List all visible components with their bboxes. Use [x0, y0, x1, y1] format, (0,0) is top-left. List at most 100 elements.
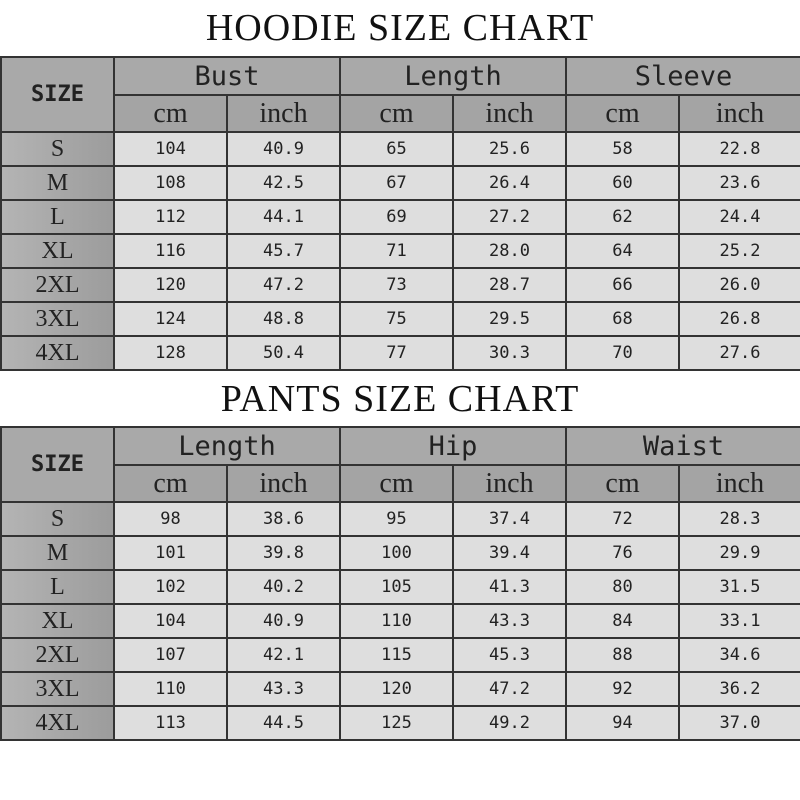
- measurement-value: 37.0: [678, 705, 800, 741]
- measurement-value: 36.2: [678, 671, 800, 707]
- size-label: L: [0, 569, 115, 605]
- measurement-value: 60: [565, 165, 681, 201]
- measurement-value: 101: [113, 535, 228, 571]
- measurement-value: 29.5: [451, 301, 568, 337]
- measurement-value: 43.3: [225, 671, 342, 707]
- table-row: M 108 42.5 67 26.4 60 23.6: [0, 165, 800, 201]
- measurement-value: 22.8: [678, 131, 800, 167]
- measurement-value: 104: [113, 131, 228, 167]
- measurement-value: 88: [565, 637, 681, 673]
- unit-header: cm: [113, 464, 228, 503]
- unit-header: cm: [113, 94, 228, 133]
- measurement-value: 45.3: [452, 637, 568, 673]
- measurement-value: 113: [113, 705, 228, 741]
- measurement-group-header: Length: [112, 426, 342, 466]
- measurement-value: 128: [113, 335, 228, 371]
- unit-header: cm: [565, 464, 681, 503]
- pants-section: PANTS SIZE CHART SIZE Length Hip Waist cm inc…: [0, 371, 800, 741]
- measurement-value: 29.9: [678, 535, 800, 571]
- measurement-value: 23.6: [678, 165, 800, 201]
- measurement-group-header: Length: [338, 56, 568, 96]
- measurement-value: 70: [565, 335, 681, 371]
- unit-header: inch: [452, 464, 568, 503]
- measurement-value: 44.1: [226, 199, 341, 235]
- measurement-value: 73: [339, 267, 454, 303]
- measurement-value: 102: [113, 569, 228, 605]
- measurement-value: 49.2: [452, 705, 568, 741]
- measurement-group-header: Waist: [565, 426, 800, 466]
- measurement-value: 28.7: [451, 267, 568, 303]
- table-row: 4XL 128 50.4 77 30.3 70 27.6: [0, 335, 800, 371]
- measurement-value: 68: [565, 301, 681, 337]
- size-label: 4XL: [0, 705, 115, 741]
- measurement-value: 31.5: [678, 569, 800, 605]
- size-label: XL: [0, 233, 115, 269]
- measurement-value: 50.4: [226, 335, 341, 371]
- measurement-value: 65: [339, 131, 454, 167]
- measurement-value: 39.4: [452, 535, 568, 571]
- measurement-value: 26.0: [678, 267, 800, 303]
- measurement-value: 120: [339, 671, 455, 707]
- unit-header: cm: [339, 464, 455, 503]
- unit-header: inch: [678, 94, 800, 133]
- measurement-value: 94: [565, 705, 681, 741]
- measurement-value: 44.5: [225, 705, 342, 741]
- measurement-value: 77: [339, 335, 454, 371]
- size-label: 4XL: [0, 335, 115, 371]
- table-row: L 102 40.2 105 41.3 80 31.5: [0, 569, 800, 605]
- table-row: XL 116 45.7 71 28.0 64 25.2: [0, 233, 800, 269]
- measurement-value: 64: [565, 233, 681, 269]
- size-label: 3XL: [0, 671, 115, 707]
- measurement-value: 58: [565, 131, 681, 167]
- measurement-value: 62: [565, 199, 681, 235]
- measurement-value: 26.8: [678, 301, 800, 337]
- unit-header: inch: [226, 94, 341, 133]
- unit-header: cm: [339, 94, 454, 133]
- measurement-value: 112: [113, 199, 228, 235]
- unit-header: cm: [565, 94, 681, 133]
- measurement-value: 69: [339, 199, 454, 235]
- measurement-value: 98: [113, 501, 228, 537]
- measurement-value: 108: [113, 165, 228, 201]
- size-label: 2XL: [0, 267, 115, 303]
- measurement-value: 67: [339, 165, 454, 201]
- measurement-value: 26.4: [451, 165, 568, 201]
- measurement-value: 47.2: [226, 267, 341, 303]
- measurement-value: 76: [565, 535, 681, 571]
- measurement-value: 30.3: [451, 335, 568, 371]
- measurement-value: 28.0: [451, 233, 568, 269]
- measurement-group-header: Hip: [339, 426, 568, 466]
- measurement-value: 100: [339, 535, 455, 571]
- measurement-value: 39.8: [225, 535, 342, 571]
- measurement-value: 27.2: [451, 199, 568, 235]
- table-row: 4XL 113 44.5 125 49.2 94 37.0: [0, 705, 800, 741]
- table-row: 3XL 110 43.3 120 47.2 92 36.2: [0, 671, 800, 707]
- measurement-value: 115: [339, 637, 455, 673]
- measurement-value: 47.2: [452, 671, 568, 707]
- measurement-value: 66: [565, 267, 681, 303]
- measurement-value: 116: [113, 233, 228, 269]
- table-row: S 98 38.6 95 37.4 72 28.3: [0, 501, 800, 537]
- measurement-value: 120: [113, 267, 228, 303]
- measurement-value: 27.6: [678, 335, 800, 371]
- hoodie-title: HOODIE SIZE CHART: [205, 7, 595, 49]
- size-label: M: [0, 165, 115, 201]
- measurement-value: 110: [113, 671, 228, 707]
- table-row: 2XL 120 47.2 73 28.7 66 26.0: [0, 267, 800, 303]
- unit-header: inch: [678, 464, 800, 503]
- measurement-value: 25.6: [451, 131, 568, 167]
- measurement-value: 92: [565, 671, 681, 707]
- measurement-value: 42.5: [226, 165, 341, 201]
- measurement-value: 28.3: [678, 501, 800, 537]
- measurement-value: 41.3: [452, 569, 568, 605]
- table-row: S 104 40.9 65 25.6 58 22.8: [0, 131, 800, 167]
- hoodie-section: HOODIE SIZE CHART SIZE Bust Length Sleeve cm…: [0, 0, 800, 371]
- measurement-value: 95: [339, 501, 455, 537]
- pants-title: PANTS SIZE CHART: [220, 377, 580, 420]
- measurement-value: 84: [565, 603, 681, 639]
- measurement-value: 124: [113, 301, 228, 337]
- measurement-value: 43.3: [452, 603, 568, 639]
- unit-header: inch: [225, 464, 342, 503]
- group-header-row: SIZE Length Hip Waist: [0, 426, 800, 503]
- measurement-value: 42.1: [225, 637, 342, 673]
